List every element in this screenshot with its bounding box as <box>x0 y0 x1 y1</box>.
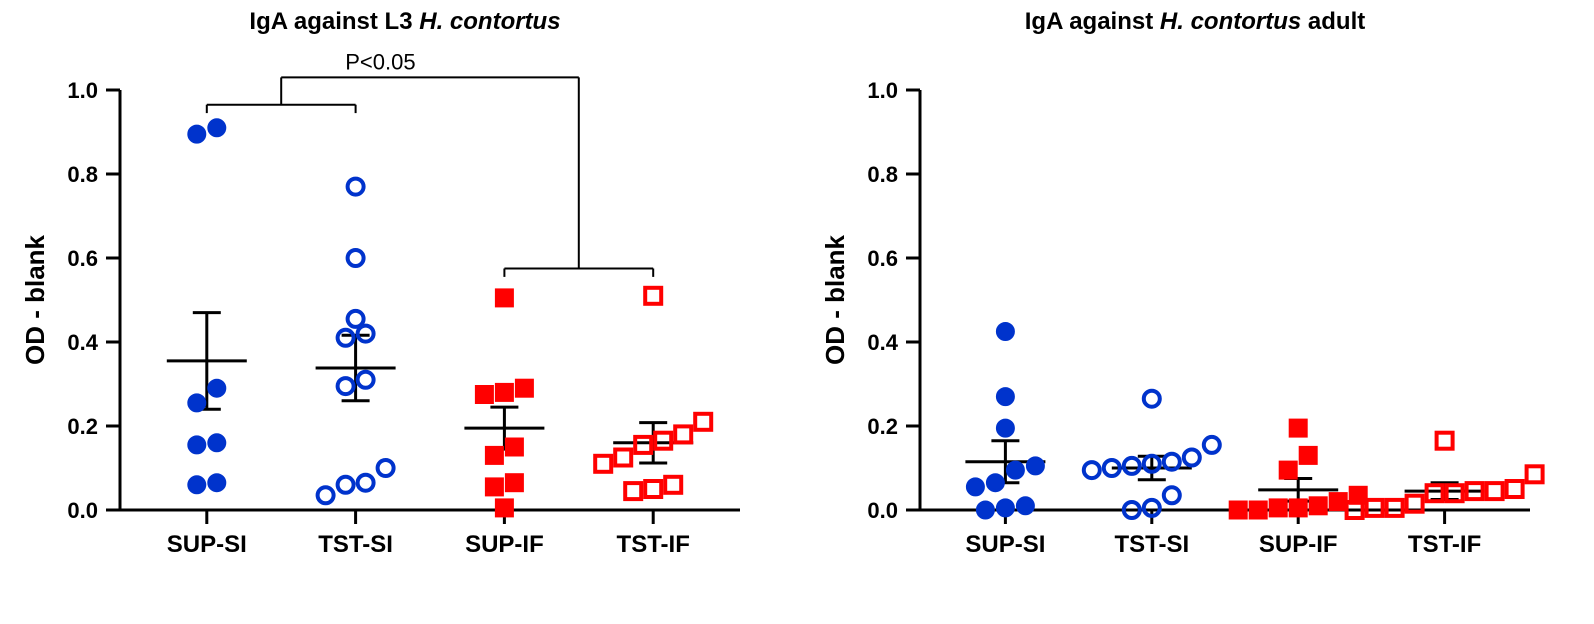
data-point <box>348 250 364 266</box>
data-point <box>476 387 492 403</box>
data-point <box>987 475 1003 491</box>
data-point <box>1437 433 1453 449</box>
data-point <box>1184 450 1200 466</box>
data-point <box>1290 500 1306 516</box>
data-point <box>209 380 225 396</box>
data-point <box>358 372 374 388</box>
x-category-label: TST-SI <box>1114 531 1189 558</box>
data-point <box>977 502 993 518</box>
data-point <box>1300 447 1316 463</box>
data-point <box>496 290 512 306</box>
data-point <box>997 324 1013 340</box>
data-point <box>318 487 334 503</box>
data-point <box>635 437 651 453</box>
data-point <box>1230 502 1246 518</box>
data-point <box>1330 494 1346 510</box>
data-point <box>1310 498 1326 514</box>
significance-label: P<0.05 <box>345 49 415 74</box>
panel-iga-l3: IgA against L3 H. contortus 0.00.20.40.6… <box>10 0 800 624</box>
data-point <box>1367 500 1383 516</box>
data-point <box>1290 420 1306 436</box>
x-category-label: TST-SI <box>318 531 393 558</box>
data-point <box>595 456 611 472</box>
data-point <box>695 414 711 430</box>
data-point <box>675 426 691 442</box>
data-point <box>1164 487 1180 503</box>
y-tick-label: 0.6 <box>867 246 898 271</box>
y-tick-label: 0.2 <box>867 414 898 439</box>
data-point <box>358 326 374 342</box>
y-tick-label: 0.6 <box>67 246 98 271</box>
data-point <box>486 447 502 463</box>
data-point <box>1250 502 1266 518</box>
data-point <box>645 481 661 497</box>
data-point <box>967 479 983 495</box>
data-point <box>209 120 225 136</box>
x-category-label: SUP-SI <box>167 531 247 558</box>
x-category-label: SUP-IF <box>465 531 544 558</box>
y-tick-label: 0.8 <box>67 162 98 187</box>
data-point <box>645 288 661 304</box>
data-point <box>1204 437 1220 453</box>
y-tick-label: 0.8 <box>867 162 898 187</box>
panel-svg-adult: 0.0 0.2 0.4 0.6 0.8 1.0 OD - blank SUP-SI TST-SI… <box>810 0 1580 624</box>
data-point <box>209 435 225 451</box>
data-point <box>348 179 364 195</box>
data-point <box>496 384 512 400</box>
x-category-label: SUP-SI <box>965 531 1045 558</box>
data-point <box>338 378 354 394</box>
y-axis-label: OD - blank <box>820 234 850 365</box>
data-point <box>1507 481 1523 497</box>
x-category-label: TST-IF <box>617 531 690 558</box>
data-point <box>997 500 1013 516</box>
data-point <box>665 477 681 493</box>
data-point <box>1527 466 1543 482</box>
y-tick-label: 1.0 <box>867 78 898 103</box>
data-point <box>997 420 1013 436</box>
data-point <box>655 433 671 449</box>
y-tick-label: 0.4 <box>867 330 898 355</box>
data-point <box>1487 483 1503 499</box>
data-point <box>506 475 522 491</box>
data-point <box>1387 500 1403 516</box>
data-point <box>209 475 225 491</box>
data-point <box>506 439 522 455</box>
y-tick-label: 0.2 <box>67 414 98 439</box>
data-point <box>189 477 205 493</box>
data-point <box>348 311 364 327</box>
data-point <box>189 126 205 142</box>
data-point <box>516 380 532 396</box>
data-point <box>1270 500 1286 516</box>
data-point <box>338 330 354 346</box>
y-tick-label: 0.0 <box>867 498 898 523</box>
figure-container: IgA against L3 H. contortus 0.00.20.40.6… <box>0 0 1594 624</box>
data-point <box>1124 458 1140 474</box>
data-point <box>358 475 374 491</box>
y-axis-label: OD - blank <box>20 234 50 365</box>
data-point <box>1027 458 1043 474</box>
data-point <box>486 479 502 495</box>
data-point <box>1280 462 1296 478</box>
data-point <box>625 483 641 499</box>
y-tick-label: 0.0 <box>67 498 98 523</box>
x-category-label: SUP-IF <box>1259 531 1338 558</box>
data-point <box>338 477 354 493</box>
data-point <box>189 437 205 453</box>
data-point <box>997 389 1013 405</box>
y-tick-label: 0.4 <box>67 330 98 355</box>
y-tick-label: 1.0 <box>67 78 98 103</box>
data-point <box>615 450 631 466</box>
data-point <box>189 395 205 411</box>
data-point <box>1084 462 1100 478</box>
data-point <box>1144 391 1160 407</box>
data-point <box>1017 498 1033 514</box>
panel-iga-adult: IgA against H. contortus adult 0.00.20.4… <box>810 0 1580 624</box>
data-point <box>496 500 512 516</box>
data-point <box>378 460 394 476</box>
panel-svg-l3: 0.0 0.2 0.4 0.6 0.8 1.0 OD - blank SUP-SI TST-SI… <box>10 0 800 624</box>
x-category-label: TST-IF <box>1408 531 1481 558</box>
data-point <box>1007 462 1023 478</box>
